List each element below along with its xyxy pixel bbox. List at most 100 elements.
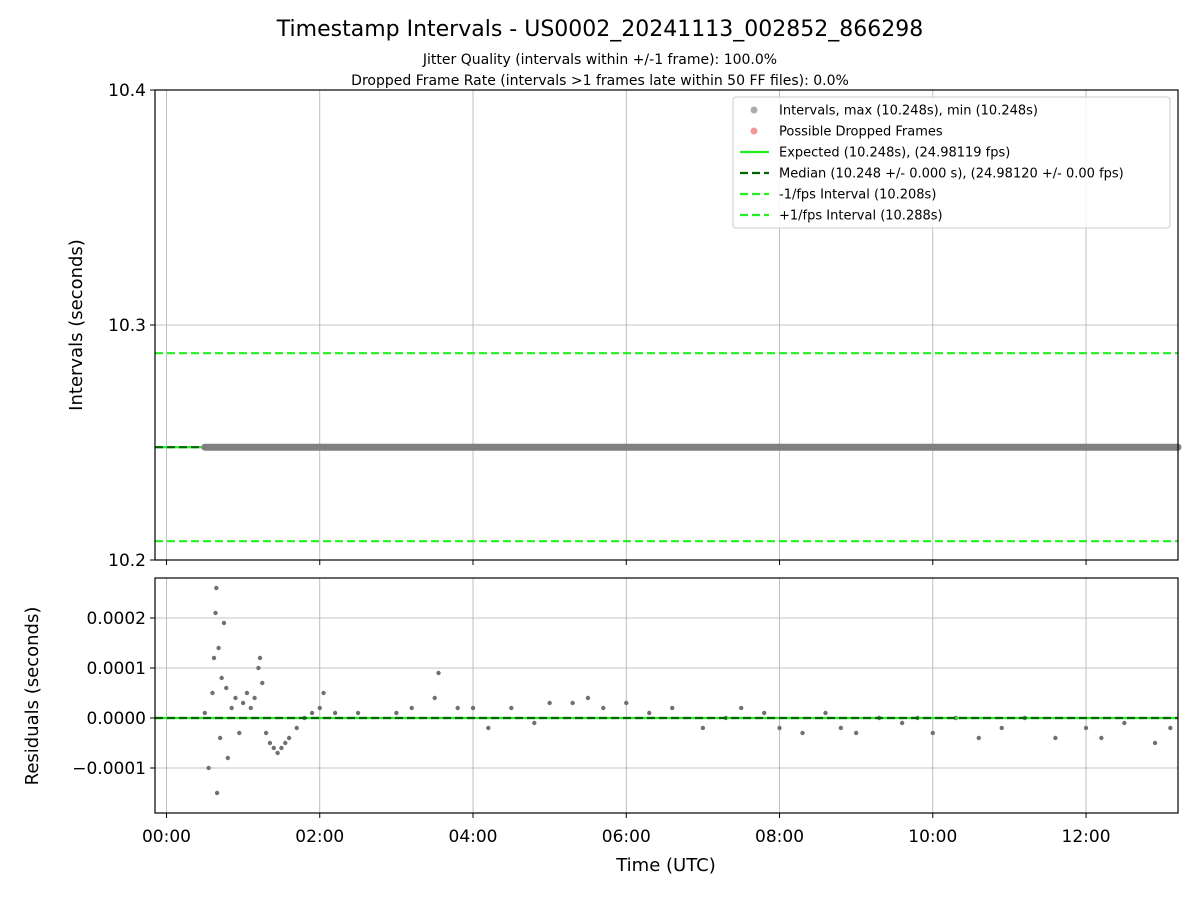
residual-point	[248, 705, 253, 711]
legend: Intervals, max (10.248s), min (10.248s) P…	[732, 96, 1171, 229]
residual-point	[294, 725, 299, 731]
residuals-ticks: 00:00 02:00 04:00 06:00 08:00 10:00 12:00 −0.00…	[72, 609, 1110, 847]
legend-marker	[750, 106, 758, 114]
residual-point	[532, 720, 537, 726]
residual-point	[309, 710, 315, 716]
residual-point	[899, 720, 905, 726]
residuals-ytick-label: 0.0002	[87, 609, 146, 629]
residual-point	[224, 685, 229, 691]
residual-point	[210, 690, 215, 696]
xtick-label: 02:00	[295, 827, 344, 847]
residual-point	[332, 710, 338, 716]
legend-label: +1/fps Interval (10.288s)	[779, 209, 943, 224]
residual-point	[240, 700, 246, 706]
xtick-label: 12:00	[1062, 827, 1111, 847]
residual-point	[221, 620, 227, 626]
residual-point	[436, 670, 441, 676]
legend-label: Intervals, max (10.248s), min (10.248s)	[779, 104, 1038, 119]
intervals-ticks: 10.2 10.3 10.4	[108, 81, 1087, 571]
residual-point	[647, 710, 652, 716]
chart-subtitle-jitter: Jitter Quality (intervals within +/-1 fr…	[422, 52, 777, 68]
time-xlabel: Time (UTC)	[615, 855, 716, 876]
residual-point	[256, 665, 261, 671]
residual-point	[229, 705, 234, 711]
residual-point	[1083, 725, 1089, 731]
legend-marker	[750, 127, 758, 135]
residual-point	[271, 745, 276, 751]
residual-point	[800, 730, 805, 736]
xtick-label: 00:00	[142, 827, 191, 847]
residual-point	[214, 585, 219, 591]
residual-point	[237, 730, 242, 736]
residuals-ytick-label: −0.0001	[72, 759, 146, 779]
residual-point	[225, 755, 230, 761]
residual-point	[213, 610, 218, 616]
residual-point	[1053, 735, 1058, 741]
residual-point	[260, 680, 265, 686]
residual-point	[838, 725, 844, 731]
xtick-label: 08:00	[755, 827, 804, 847]
residual-point	[257, 655, 263, 661]
residual-point	[762, 710, 767, 716]
intervals-ylabel: Intervals (seconds)	[66, 239, 87, 411]
chart-subtitle-dropped: Dropped Frame Rate (intervals >1 frames …	[351, 73, 849, 89]
residual-point	[216, 645, 221, 651]
xtick-label: 04:00	[449, 827, 498, 847]
residual-point	[999, 725, 1004, 731]
residual-point	[486, 725, 491, 731]
residual-point	[823, 710, 828, 716]
residual-point	[601, 705, 606, 711]
residual-point	[1152, 740, 1158, 746]
residual-point	[263, 730, 269, 736]
residual-point	[547, 700, 552, 706]
legend-label: -1/fps Interval (10.208s)	[779, 188, 936, 203]
xtick-label: 06:00	[602, 827, 651, 847]
residual-point	[244, 690, 250, 696]
residual-point	[252, 695, 257, 701]
chart-title: Timestamp Intervals - US0002_20241113_00…	[276, 17, 923, 42]
residual-point	[1099, 735, 1104, 741]
residuals-grid	[155, 578, 1178, 813]
legend-box	[732, 96, 1171, 229]
residual-point	[321, 690, 326, 696]
residual-point	[279, 745, 284, 751]
residual-point	[585, 695, 591, 701]
residuals-axes-frame	[154, 577, 1179, 814]
residual-point	[206, 765, 211, 771]
residual-point	[211, 655, 217, 661]
residual-point	[739, 705, 744, 711]
residual-point	[233, 695, 238, 701]
intervals-ytick-label: 10.4	[108, 81, 146, 101]
residual-point	[1122, 720, 1127, 726]
residual-point	[853, 730, 859, 736]
residual-point	[317, 705, 322, 711]
residual-point	[570, 700, 575, 706]
residual-point	[509, 705, 514, 711]
residual-point	[394, 710, 399, 716]
residual-point	[976, 735, 981, 741]
residual-point	[670, 705, 675, 711]
residual-point	[219, 675, 224, 681]
residual-point	[275, 750, 280, 756]
residual-point	[267, 740, 273, 746]
residual-point	[286, 735, 292, 741]
residuals-ylabel: Residuals (seconds)	[22, 607, 43, 786]
residual-point	[214, 790, 220, 796]
residuals-ytick-label: 0.0001	[87, 659, 146, 679]
residual-point	[409, 705, 414, 711]
residual-point	[217, 735, 223, 741]
residual-points	[202, 585, 1173, 796]
residual-point	[283, 740, 288, 746]
residual-point	[1168, 725, 1173, 731]
residual-point	[624, 700, 629, 706]
legend-label: Expected (10.248s), (24.98119 fps)	[779, 146, 1010, 161]
residual-point	[355, 710, 361, 716]
residual-point	[202, 710, 208, 716]
legend-label: Median (10.248 +/- 0.000 s), (24.98120 +…	[779, 167, 1124, 182]
residual-point	[700, 725, 706, 731]
residuals-plot: 00:00 02:00 04:00 06:00 08:00 10:00 12:00 −0.00…	[22, 577, 1179, 876]
xtick-label: 10:00	[908, 827, 957, 847]
residual-point	[470, 705, 476, 711]
legend-label: Possible Dropped Frames	[779, 125, 943, 140]
